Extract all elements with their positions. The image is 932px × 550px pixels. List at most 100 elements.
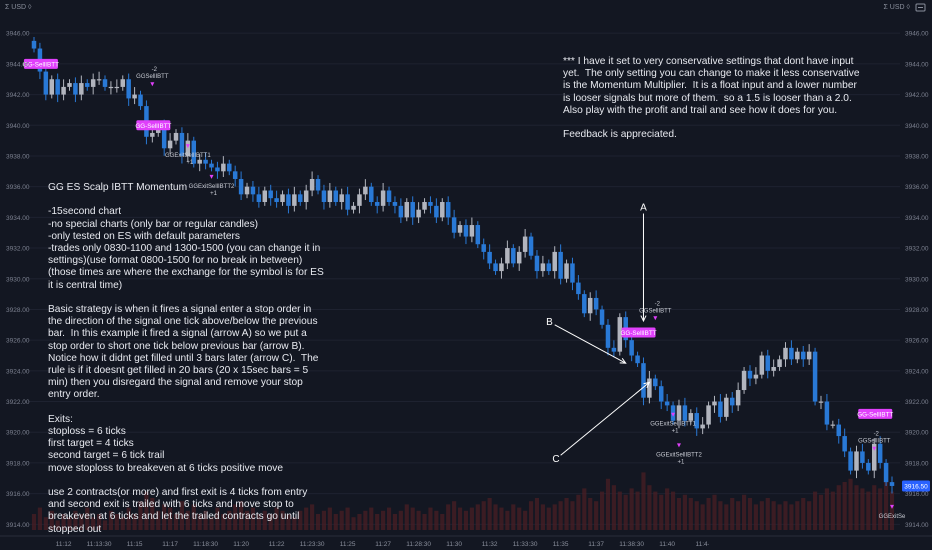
time-tick: 11:4·: [695, 541, 709, 548]
volume-bar: [730, 498, 735, 530]
candle-body: [676, 405, 682, 421]
candle-body: [410, 202, 415, 218]
volume-bar: [168, 507, 173, 530]
trade-label: GGExitSellIBTT2: [656, 452, 702, 458]
trade-label: GGExitSe: [879, 514, 906, 520]
volume-bar: [173, 514, 179, 530]
annotation-letter: A: [640, 203, 647, 214]
price-tick-left: 3922.00: [6, 399, 30, 406]
candle-body: [90, 79, 96, 87]
chart-settings-icon[interactable]: [915, 3, 926, 12]
candle-body: [232, 171, 238, 179]
candle-body: [345, 194, 350, 210]
trade-label: GGSellIBTT: [639, 308, 672, 314]
candle-body: [647, 378, 652, 398]
volume-bar: [73, 510, 78, 530]
sell-signal-label: GG-SellIBTT: [857, 411, 893, 418]
price-tick-right: 3922.00: [905, 399, 929, 406]
trade-qty: +1: [210, 191, 218, 197]
price-tick-right: 3932.00: [905, 246, 929, 253]
volume-bar: [221, 514, 226, 530]
candle-body: [96, 79, 102, 81]
volume-bar: [262, 510, 267, 530]
volume-bar: [795, 501, 800, 530]
candle-body: [43, 71, 49, 95]
candle-body: [635, 355, 640, 364]
candle-body: [451, 217, 457, 233]
candle-body: [587, 297, 593, 314]
volume-bar: [818, 494, 824, 530]
candle-body: [374, 202, 380, 206]
trade-qty: -2: [655, 301, 661, 307]
price-tick-right: 3924.00: [905, 368, 929, 375]
volume-bar: [659, 494, 664, 530]
candle-body: [292, 194, 297, 206]
volume-bar: [889, 491, 895, 530]
price-tick-left: 3914.00: [6, 522, 30, 529]
candle-body: [540, 263, 546, 272]
volume-bar: [534, 498, 540, 530]
candle-body: [546, 263, 552, 272]
volume-bar: [511, 504, 516, 530]
volume-bar: [440, 514, 445, 530]
price-tick-left: 3936.00: [6, 184, 30, 191]
currency-label-right: Σ USD ◊: [883, 4, 910, 11]
price-tick-left: 3940.00: [6, 123, 30, 130]
time-tick: 11:20: [233, 541, 249, 548]
trade-arrow-icon: [872, 446, 877, 451]
candle-body: [138, 94, 143, 107]
price-tick-left: 3918.00: [6, 460, 30, 467]
volume-bar: [49, 510, 54, 530]
candle-body: [416, 209, 421, 218]
candle-body: [85, 83, 90, 87]
trade-arrow-icon: [150, 82, 155, 87]
volume-bar: [452, 501, 457, 530]
candle-body: [552, 251, 557, 272]
trade-label: GGSellIBTT: [858, 439, 891, 445]
price-tick-left: 3934.00: [6, 215, 30, 222]
candle-body: [49, 79, 55, 95]
volume-bar: [345, 507, 350, 530]
annotation-arrow-line: [554, 324, 626, 364]
trade-label: GGExitSellIBTT2: [189, 184, 235, 190]
candle-body: [392, 202, 398, 206]
candle-body: [664, 401, 670, 406]
volume-bar: [404, 504, 409, 530]
candle-body: [445, 202, 451, 218]
candle-body: [718, 401, 723, 417]
volume-bar: [469, 507, 474, 530]
volume-bar: [712, 494, 717, 530]
candle-body: [599, 309, 605, 325]
volume-bar: [150, 498, 155, 530]
annotation-letter: C: [552, 454, 559, 465]
last-price-label: 3916.50: [904, 483, 928, 490]
volume-bar: [85, 507, 90, 530]
candle-body: [883, 462, 889, 483]
volume-bar: [641, 472, 646, 530]
strategy-description: GG ES Scalp IBTT Momentum -15second char…: [48, 182, 324, 535]
volume-bar: [381, 510, 386, 530]
sell-signal-badge: [23, 58, 58, 69]
volume-bar: [428, 507, 433, 530]
volume-bar: [747, 498, 753, 530]
candle-body: [812, 351, 818, 402]
volume-bar: [540, 504, 545, 530]
volume-bar: [505, 510, 510, 530]
volume-bar: [351, 517, 356, 530]
trade-arrow-icon: [653, 316, 658, 321]
price-tick-left: 3916.00: [6, 491, 30, 498]
volume-bar: [481, 501, 486, 530]
volume-bar: [706, 498, 711, 530]
candle-body: [440, 202, 445, 218]
volume-bar: [605, 478, 611, 530]
time-tick: 11:30: [446, 541, 462, 548]
candle-body: [582, 294, 587, 314]
volume-bar: [599, 491, 605, 530]
candle-body: [250, 186, 256, 195]
candle-body: [61, 86, 66, 95]
candle-body: [209, 163, 214, 168]
candle-body: [617, 317, 623, 352]
volume-bar: [310, 504, 315, 530]
candle-body: [493, 263, 498, 272]
